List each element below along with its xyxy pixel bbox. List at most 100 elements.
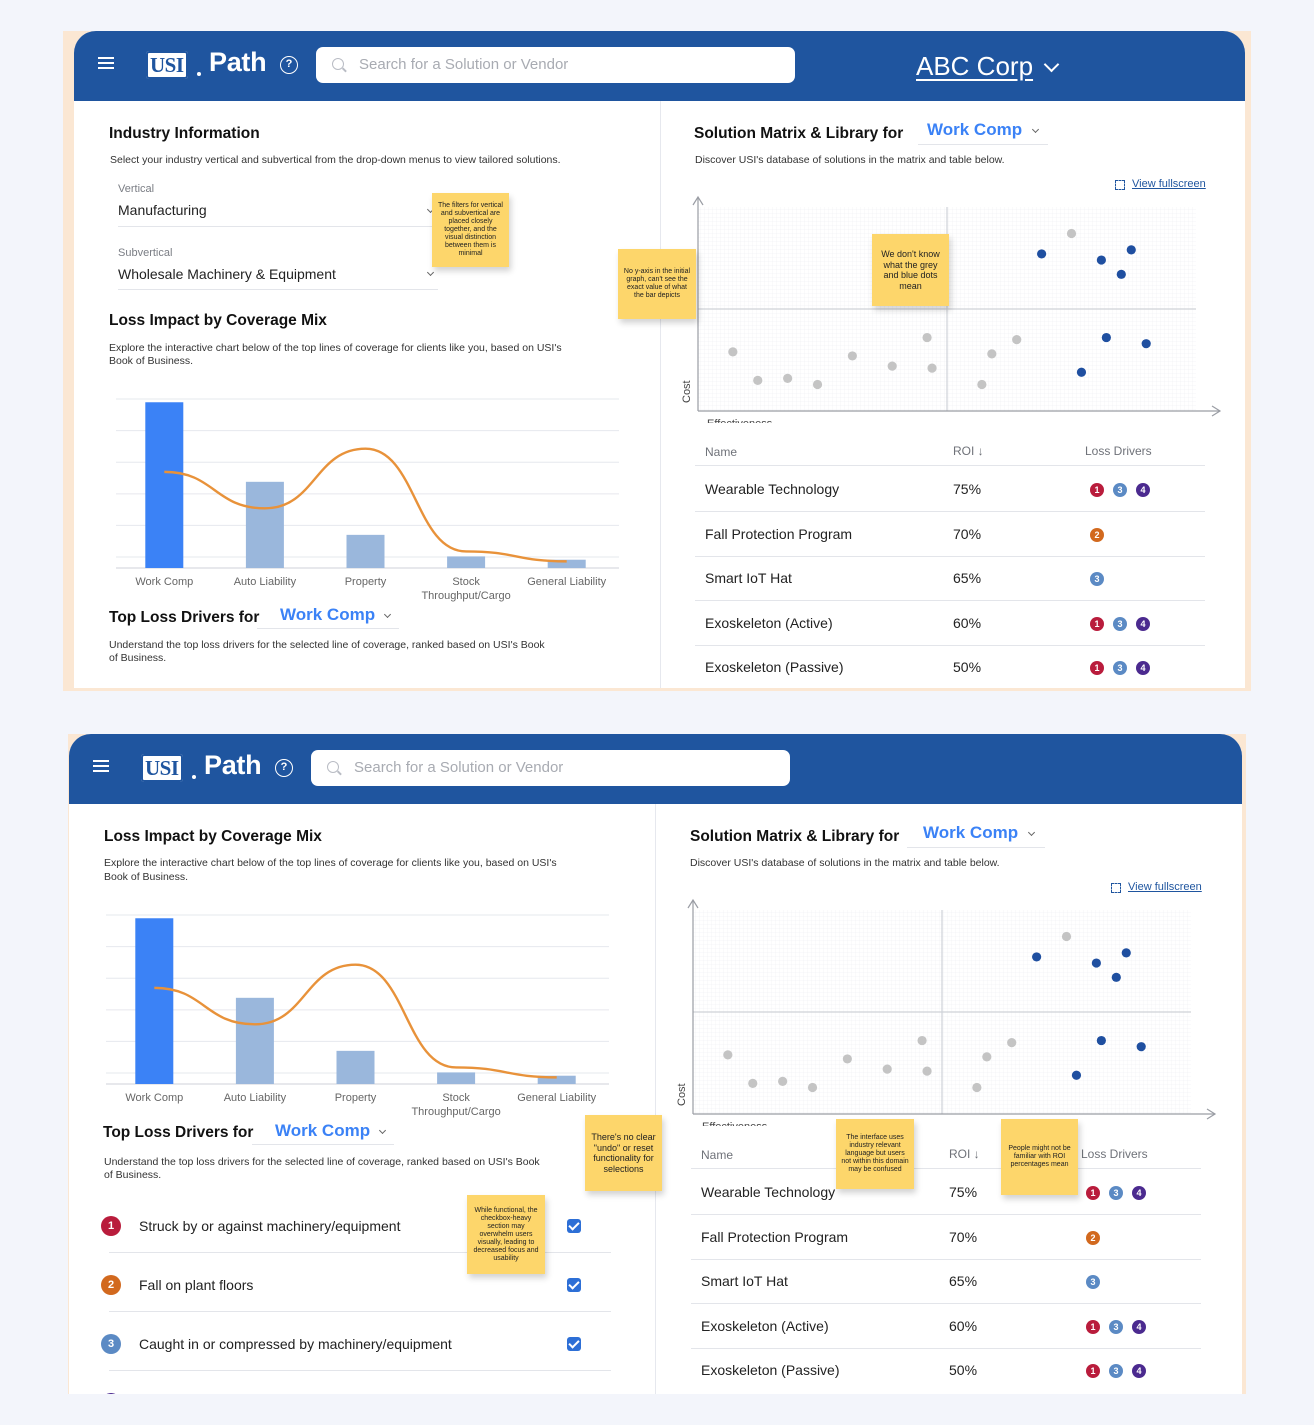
blue-dot[interactable] bbox=[1122, 948, 1131, 957]
bar-auto-liability[interactable] bbox=[236, 998, 274, 1084]
bar-property[interactable] bbox=[337, 1051, 375, 1084]
loss-impact-chart: Work Comp Auto Liability Property StockThro… bbox=[104, 902, 614, 1127]
grey-dot[interactable] bbox=[723, 1050, 732, 1059]
chevron-down-icon[interactable] bbox=[427, 269, 434, 276]
blue-dot[interactable] bbox=[1077, 368, 1086, 377]
table-row-name[interactable]: Wearable Technology bbox=[705, 481, 839, 497]
grey-dot[interactable] bbox=[843, 1054, 852, 1063]
grey-dot[interactable] bbox=[883, 1065, 892, 1074]
chevron-down-icon[interactable] bbox=[1044, 57, 1060, 73]
chevron-down-icon[interactable] bbox=[1028, 829, 1035, 836]
table-row-name[interactable]: Fall Protection Program bbox=[705, 526, 852, 542]
blue-dot[interactable] bbox=[1137, 1042, 1146, 1051]
vertical-select[interactable]: Manufacturing bbox=[118, 202, 207, 218]
grey-dot[interactable] bbox=[922, 333, 931, 342]
grey-dot[interactable] bbox=[982, 1052, 991, 1061]
matrix-description: Discover USI's database of solutions in … bbox=[690, 856, 1000, 870]
grey-dot[interactable] bbox=[1067, 229, 1076, 238]
loss-driver-checkbox[interactable] bbox=[567, 1337, 581, 1351]
table-row-name[interactable]: Wearable Technology bbox=[701, 1184, 835, 1200]
grey-dot[interactable] bbox=[783, 374, 792, 383]
blue-dot[interactable] bbox=[1097, 1036, 1106, 1045]
table-row-roi: 50% bbox=[953, 659, 981, 675]
fullscreen-icon[interactable] bbox=[1115, 180, 1125, 190]
blue-dot[interactable] bbox=[1092, 958, 1101, 967]
matrix-coverage-underline bbox=[918, 144, 1048, 145]
bar-stock-throughput-cargo[interactable] bbox=[447, 556, 485, 568]
grey-dot[interactable] bbox=[813, 380, 822, 389]
grey-dot[interactable] bbox=[1007, 1038, 1016, 1047]
bar-stock-throughput-cargo[interactable] bbox=[437, 1072, 475, 1084]
blue-dot[interactable] bbox=[1032, 952, 1041, 961]
blue-dot[interactable] bbox=[1142, 339, 1151, 348]
menu-icon[interactable] bbox=[93, 760, 109, 772]
grey-dot[interactable] bbox=[922, 1067, 931, 1076]
subvertical-select[interactable]: Wholesale Machinery & Equipment bbox=[118, 266, 336, 282]
x-tick-label: Auto Liability bbox=[234, 576, 297, 588]
loss-driver-badge: 3 bbox=[1113, 617, 1127, 631]
blue-dot[interactable] bbox=[1102, 333, 1111, 342]
blue-dot[interactable] bbox=[1112, 973, 1121, 982]
grey-dot[interactable] bbox=[977, 380, 986, 389]
grey-dot[interactable] bbox=[728, 347, 737, 356]
table-row-roi: 50% bbox=[949, 1362, 977, 1378]
table-row-name[interactable]: Exoskeleton (Passive) bbox=[705, 659, 844, 675]
table-row-name[interactable]: Fall Protection Program bbox=[701, 1229, 848, 1245]
grey-dot[interactable] bbox=[748, 1079, 757, 1088]
chevron-down-icon[interactable] bbox=[1032, 126, 1039, 133]
grey-dot[interactable] bbox=[808, 1083, 817, 1092]
main-content: Loss Impact by Coverage Mix Explore the … bbox=[69, 804, 1242, 1394]
matrix-coverage-select[interactable]: Work Comp bbox=[927, 120, 1022, 140]
fullscreen-icon[interactable] bbox=[1111, 883, 1121, 893]
bar-work-comp[interactable] bbox=[145, 402, 183, 568]
client-selector[interactable]: ABC Corp bbox=[916, 51, 1033, 82]
table-row-name[interactable]: Exoskeleton (Passive) bbox=[701, 1362, 840, 1378]
matrix-title: Solution Matrix & Library for bbox=[690, 828, 899, 846]
help-icon[interactable]: ? bbox=[280, 56, 298, 74]
grey-dot[interactable] bbox=[848, 351, 857, 360]
sticky-note-dots: We don't know what the grey and blue dot… bbox=[872, 234, 949, 306]
view-fullscreen-link[interactable]: View fullscreen bbox=[1132, 178, 1206, 190]
grey-dot[interactable] bbox=[987, 349, 996, 358]
loss-driver-checkbox[interactable] bbox=[567, 1278, 581, 1292]
menu-icon[interactable] bbox=[98, 57, 114, 69]
bar-property[interactable] bbox=[347, 535, 385, 568]
search-input[interactable]: Search for a Solution or Vendor bbox=[316, 47, 795, 83]
grey-dot[interactable] bbox=[888, 362, 897, 371]
blue-dot[interactable] bbox=[1117, 270, 1126, 279]
table-row-name[interactable]: Smart IoT Hat bbox=[701, 1273, 788, 1289]
blue-dot[interactable] bbox=[1127, 245, 1136, 254]
list-divider bbox=[109, 1311, 611, 1312]
help-icon[interactable]: ? bbox=[275, 759, 293, 777]
chevron-down-icon[interactable] bbox=[384, 611, 391, 618]
table-row-name[interactable]: Exoskeleton (Active) bbox=[705, 615, 833, 631]
table-row-name[interactable]: Exoskeleton (Active) bbox=[701, 1318, 829, 1334]
blue-dot[interactable] bbox=[1037, 249, 1046, 258]
view-fullscreen-link[interactable]: View fullscreen bbox=[1128, 881, 1202, 893]
bar-work-comp[interactable] bbox=[135, 918, 173, 1084]
loss-driver-checkbox[interactable] bbox=[567, 1219, 581, 1233]
blue-dot[interactable] bbox=[1072, 1071, 1081, 1080]
bar-auto-liability[interactable] bbox=[246, 482, 284, 568]
row-divider bbox=[695, 511, 1205, 512]
loss-impact-description: Explore the interactive chart below of t… bbox=[104, 856, 557, 870]
chevron-down-icon[interactable] bbox=[379, 1127, 386, 1134]
column-header-roi[interactable]: ROI ↓ bbox=[953, 444, 984, 458]
search-icon bbox=[332, 58, 344, 70]
grey-dot[interactable] bbox=[1012, 335, 1021, 344]
grey-dot[interactable] bbox=[927, 364, 936, 373]
coverage-select[interactable]: Work Comp bbox=[280, 605, 375, 625]
grey-dot[interactable] bbox=[753, 376, 762, 385]
main-content: Industry Information Select your industr… bbox=[74, 101, 1245, 688]
blue-dot[interactable] bbox=[1097, 255, 1106, 264]
column-header-roi[interactable]: ROI ↓ bbox=[949, 1147, 980, 1161]
coverage-select[interactable]: Work Comp bbox=[275, 1121, 370, 1141]
search-input[interactable]: Search for a Solution or Vendor bbox=[311, 750, 790, 786]
row-divider bbox=[691, 1303, 1201, 1304]
grey-dot[interactable] bbox=[917, 1036, 926, 1045]
grey-dot[interactable] bbox=[972, 1083, 981, 1092]
table-row-name[interactable]: Smart IoT Hat bbox=[705, 570, 792, 586]
matrix-coverage-select[interactable]: Work Comp bbox=[923, 823, 1018, 843]
grey-dot[interactable] bbox=[778, 1077, 787, 1086]
grey-dot[interactable] bbox=[1062, 932, 1071, 941]
